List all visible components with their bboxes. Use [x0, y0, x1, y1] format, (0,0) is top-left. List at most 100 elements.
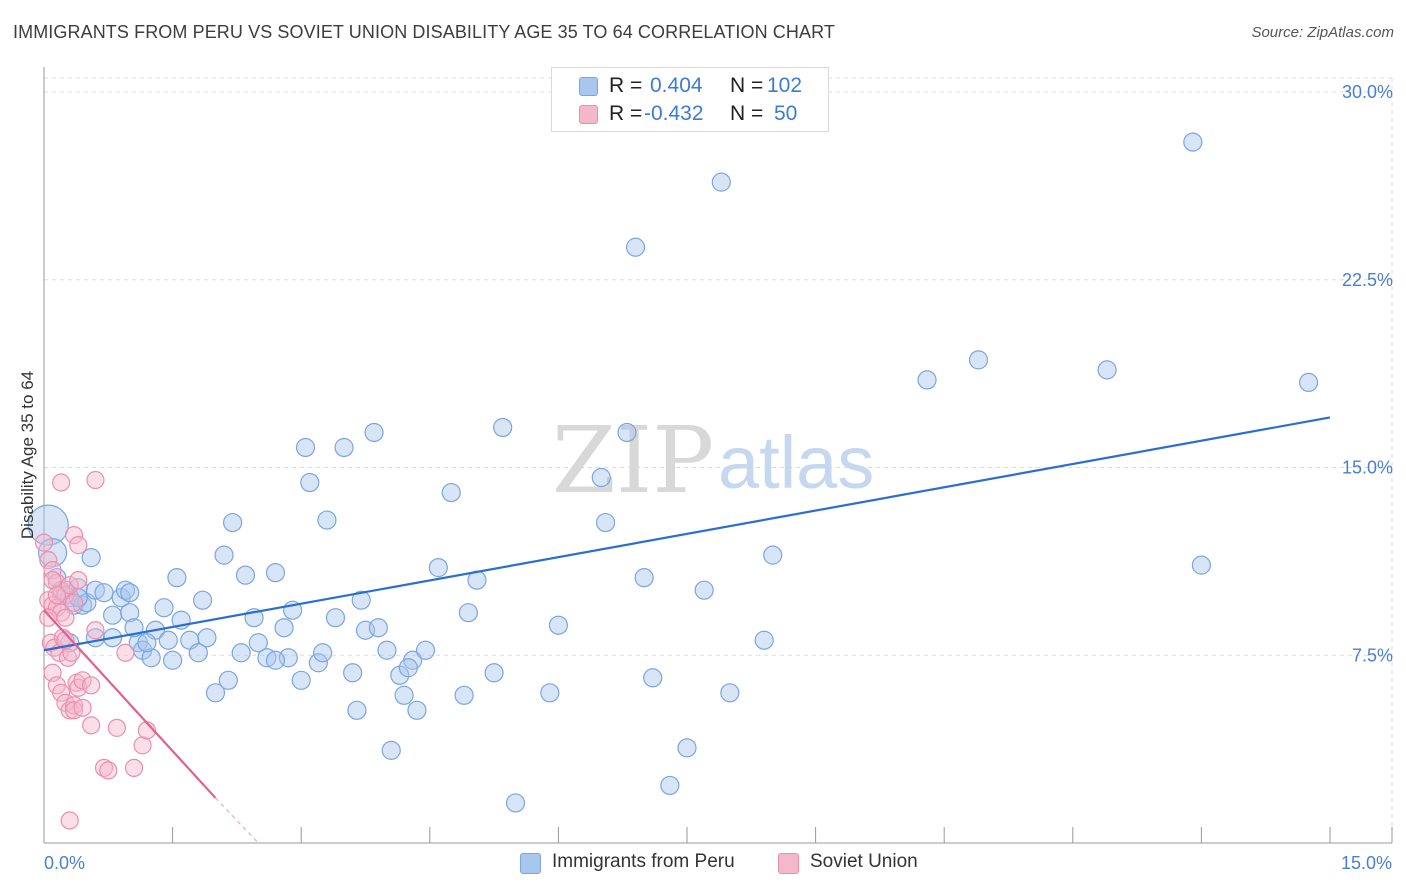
peru-point [1191, 555, 1212, 575]
peru-point [313, 643, 333, 663]
x-tick-labels: 0.0% 15.0% [44, 853, 1392, 873]
soviet-point [116, 643, 135, 662]
peru-point [1298, 372, 1319, 393]
peru-point [223, 512, 243, 533]
x-tick-label: 0.0% [44, 853, 85, 873]
peru-point [694, 580, 714, 600]
watermark: ZIP atlas [552, 407, 874, 514]
peru-point [137, 633, 157, 653]
peru-point [351, 590, 371, 610]
y-tick-label: 22.5% [1342, 270, 1393, 290]
peru-point [193, 590, 213, 610]
peru-point [394, 685, 414, 705]
peru-point [265, 650, 286, 670]
soviet-point [60, 811, 79, 830]
peru-point [274, 618, 294, 638]
peru-point [660, 775, 680, 796]
axes [43, 67, 1393, 844]
peru-point [454, 685, 474, 705]
peru-point [540, 683, 560, 703]
legend-r-value-peru: 0.404 [650, 74, 703, 97]
soviet-point [60, 576, 79, 595]
soviet-point [43, 571, 62, 590]
peru-point [617, 422, 637, 443]
soviet-point [73, 698, 92, 717]
peru-point [231, 643, 251, 663]
peru-point [308, 653, 328, 673]
peru-point [334, 437, 354, 458]
soviet-point [47, 586, 66, 605]
peru-point [364, 422, 384, 443]
peru-point [917, 370, 937, 390]
x-tick-label: 15.0% [1341, 853, 1392, 873]
soviet-point [99, 761, 118, 780]
legend-r-value-soviet: -0.432 [644, 102, 704, 125]
peru-point [720, 683, 740, 703]
bottom-legend-peru: Immigrants from Peru [552, 851, 735, 872]
legend-n-value-peru: 102 [767, 74, 803, 97]
trend-lines [43, 416, 1331, 844]
peru-point [141, 648, 161, 668]
peru-point [381, 740, 401, 760]
peru-point [214, 545, 234, 565]
peru-point [343, 663, 363, 683]
peru-point [218, 670, 238, 690]
peru-point [27, 504, 69, 546]
y-tick-label: 30.0% [1342, 82, 1393, 102]
peru-point [295, 437, 316, 458]
bottom-legend-swatch-soviet [778, 853, 799, 874]
peru-point [548, 615, 569, 635]
peru-point [407, 700, 427, 720]
peru-point [300, 472, 320, 493]
soviet-point [56, 608, 75, 627]
peru-point [643, 668, 663, 688]
soviet-point [39, 608, 58, 627]
peru-point [102, 605, 123, 625]
soviet-point [86, 470, 105, 490]
peru-point [625, 237, 646, 257]
peru-point [120, 583, 140, 603]
y-tick-labels: 7.5% 15.0% 22.5% 30.0% [1342, 82, 1393, 665]
peru-point [377, 640, 397, 660]
chart-title: IMMIGRANTS FROM PERU VS SOVIET UNION DIS… [13, 22, 835, 42]
correlation-legend: R = 0.404 N = 102 R = -0.432 N = 50 [551, 67, 829, 132]
soviet-point [34, 533, 54, 552]
peru-point [291, 670, 311, 690]
y-axis-label: Disability Age 35 to 64 [18, 371, 37, 539]
peru-point [325, 608, 346, 628]
soviet-point [52, 683, 71, 702]
peru-point [188, 643, 208, 663]
peru-point [248, 633, 268, 653]
legend-n-label-soviet: N = [730, 102, 764, 125]
bottom-legend-soviet: Soviet Union [810, 851, 918, 872]
peru-point [205, 683, 226, 703]
peru-point [317, 510, 337, 530]
soviet-point [124, 758, 144, 778]
peru-point [163, 650, 183, 670]
soviet-point [82, 716, 101, 735]
peru-point [505, 793, 526, 813]
peru-point [493, 417, 513, 438]
peru-point [458, 603, 478, 623]
peru-point [634, 568, 654, 588]
peru-point [763, 545, 783, 565]
peru-point [235, 565, 256, 585]
soviet-trend-line [43, 609, 217, 799]
legend-swatch-peru [579, 77, 598, 96]
legend-r-label-soviet: R = [609, 102, 643, 125]
peru-point [591, 467, 611, 488]
watermark-zip: ZIP [552, 407, 714, 514]
peru-trend-line [43, 416, 1331, 652]
legend-n-value-soviet: 50 [774, 102, 798, 125]
soviet-point [39, 551, 58, 570]
peru-point [595, 512, 616, 533]
peru-point [1183, 132, 1203, 152]
watermark-atlas: atlas [718, 421, 874, 504]
soviet-point [69, 536, 88, 555]
peru-point [754, 630, 774, 650]
peru-point [81, 548, 101, 568]
peru-point [167, 568, 187, 588]
peru-point [677, 738, 697, 758]
soviet-point [69, 571, 88, 590]
